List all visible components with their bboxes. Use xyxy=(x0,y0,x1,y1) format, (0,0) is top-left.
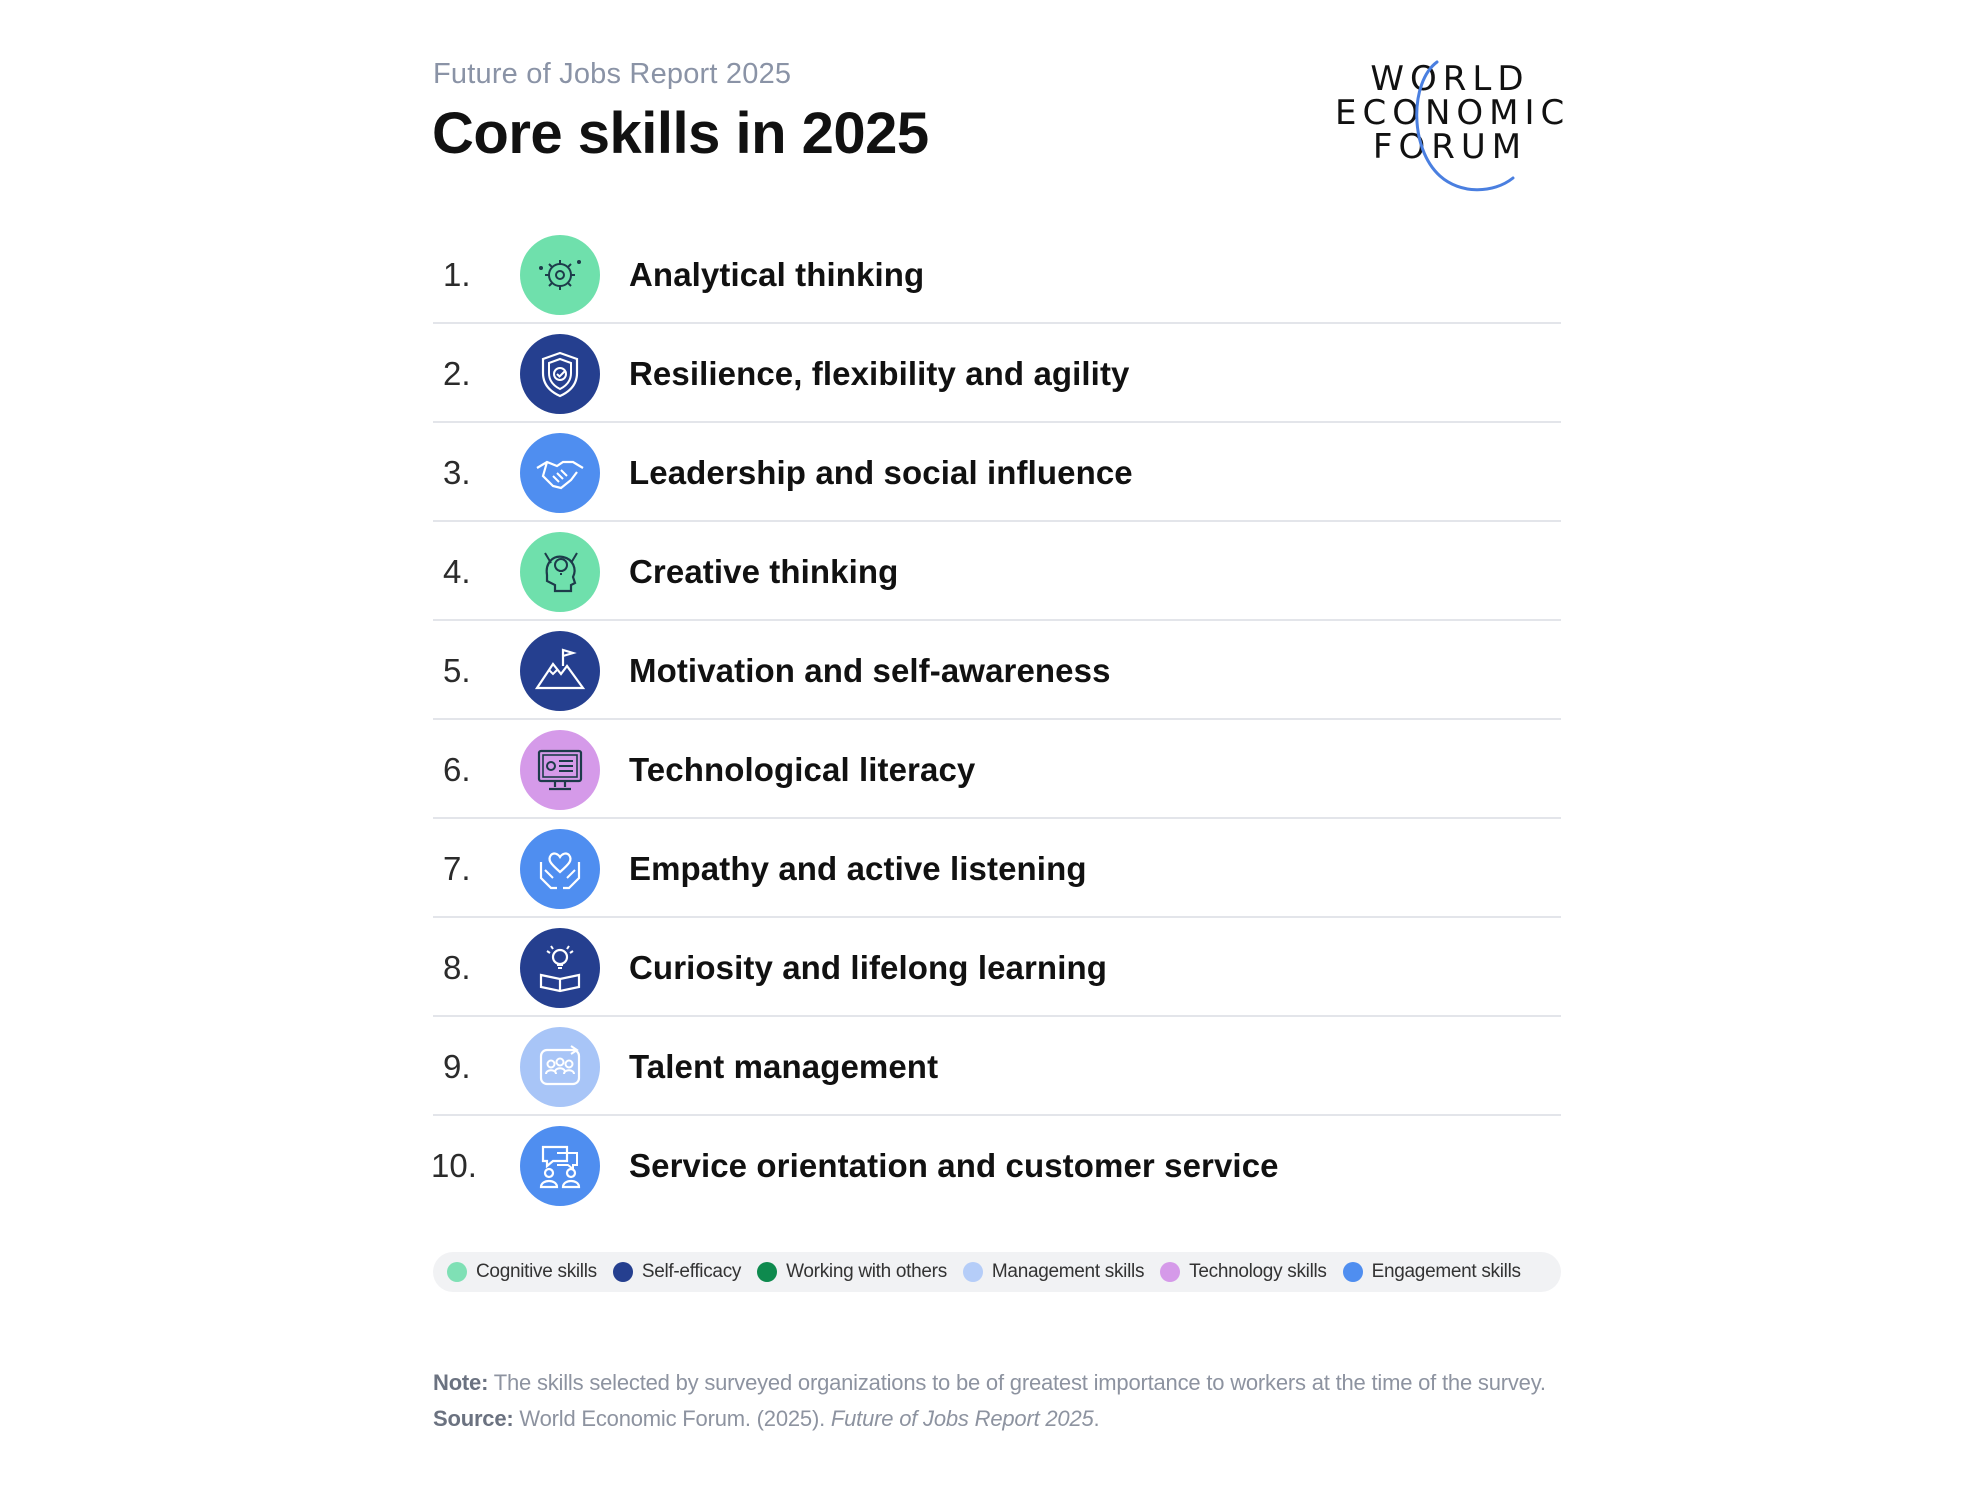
skill-row: 1. Analytical thinking xyxy=(433,225,1561,324)
skill-label: Talent management xyxy=(629,1048,939,1085)
skill-label: Resilience, flexibility and agility xyxy=(629,355,1130,392)
source-label: Source: xyxy=(433,1406,514,1431)
legend-item: Working with others xyxy=(757,1261,947,1283)
skill-rank: 10. xyxy=(431,1147,477,1184)
skill-label: Leadership and social influence xyxy=(629,454,1133,491)
source-text: World Economic Forum. (2025). xyxy=(513,1406,831,1431)
skill-rank: 5. xyxy=(443,652,471,689)
skill-row: 7. Empathy and active listening xyxy=(433,819,1561,918)
skill-row: 8. Curiosity and lifelong learning xyxy=(433,918,1561,1017)
legend-item: Engagement skills xyxy=(1342,1261,1521,1283)
skill-label: Service orientation and customer service xyxy=(629,1147,1279,1184)
legend-label: Technology skills xyxy=(1189,1261,1327,1282)
skill-label: Motivation and self-awareness xyxy=(629,652,1111,689)
skill-row: 6. Technological literacy xyxy=(433,720,1561,819)
skills-list: 1. Analytical thinking 2. Resilience, flexi… xyxy=(431,225,1561,1215)
mountain-flag-icon xyxy=(520,631,600,711)
source: Source: World Economic Forum. (2025). Fu… xyxy=(433,1406,1100,1432)
legend-item: Self-efficacy xyxy=(612,1261,742,1283)
skill-label: Curiosity and lifelong learning xyxy=(629,949,1107,986)
legend-dot-icon xyxy=(1160,1262,1181,1282)
skill-rank: 2. xyxy=(443,355,471,392)
legend-item: Management skills xyxy=(962,1261,1145,1283)
logo-line-3: FORUM xyxy=(1372,127,1528,167)
legend-label: Management skills xyxy=(991,1261,1145,1282)
skill-rank: 3. xyxy=(443,454,471,491)
source-title: Future of Jobs Report 2025 xyxy=(830,1406,1094,1431)
hands-heart-icon xyxy=(520,829,600,909)
legend-label: Working with others xyxy=(786,1261,947,1282)
skill-row: 10. Service orientation and customer serv… xyxy=(431,1116,1561,1215)
monitor-settings-icon xyxy=(520,730,600,810)
legend-item: Cognitive skills xyxy=(447,1261,597,1283)
legend-label: Self-efficacy xyxy=(641,1261,742,1282)
legend-label: Cognitive skills xyxy=(476,1261,597,1282)
skill-label: Analytical thinking xyxy=(629,256,925,293)
skill-label: Creative thinking xyxy=(629,553,899,590)
head-lightbulb-icon xyxy=(520,532,600,612)
legend-dot-icon xyxy=(1342,1262,1363,1282)
legend-label: Engagement skills xyxy=(1371,1261,1521,1282)
skill-rank: 4. xyxy=(443,553,471,590)
people-chat-icon xyxy=(520,1126,600,1206)
skill-rank: 8. xyxy=(443,949,471,986)
wef-logo: WORLD ECONOMIC FORUM xyxy=(1335,56,1565,196)
logo-arc-icon xyxy=(1415,60,1515,192)
legend-dot-icon xyxy=(447,1262,467,1282)
report-subtitle: Future of Jobs Report 2025 xyxy=(433,58,792,90)
book-lightbulb-icon xyxy=(520,928,600,1008)
logo-line-1: WORLD xyxy=(1370,59,1530,99)
handshake-icon xyxy=(520,433,600,513)
legend-dot-icon xyxy=(757,1262,778,1282)
skill-row: 4. Creative thinking xyxy=(433,522,1561,621)
skill-rank: 9. xyxy=(443,1048,471,1085)
people-cycle-icon xyxy=(520,1027,600,1107)
skill-rank: 7. xyxy=(443,850,471,887)
shield-check-icon xyxy=(520,334,600,414)
legend-dot-icon xyxy=(962,1262,983,1282)
legend-dot-icon xyxy=(612,1262,633,1282)
skill-row: 5. Motivation and self-awareness xyxy=(433,621,1561,720)
skill-rank: 1. xyxy=(443,256,471,293)
source-end: . xyxy=(1093,1406,1100,1431)
logo-line-2: ECONOMIC xyxy=(1335,93,1571,133)
note: Note: The skills selected by surveyed or… xyxy=(433,1370,1546,1396)
skill-label: Technological literacy xyxy=(629,751,976,788)
brain-gear-icon xyxy=(520,235,600,315)
skill-row: 9. Talent management xyxy=(433,1017,1561,1116)
skill-label: Empathy and active listening xyxy=(629,850,1087,887)
note-label: Note: xyxy=(433,1370,489,1395)
page-title: Core skills in 2025 xyxy=(432,101,929,166)
legend-item: Technology skills xyxy=(1160,1261,1327,1283)
skill-rank: 6. xyxy=(443,751,471,788)
skill-row: 2. Resilience, flexibility and agility xyxy=(433,324,1561,423)
note-text: The skills selected by surveyed organiza… xyxy=(488,1370,1546,1395)
skill-row: 3. Leadership and social influence xyxy=(433,423,1561,522)
legend: Cognitive skills Self-efficacy Working wit… xyxy=(433,1252,1561,1292)
